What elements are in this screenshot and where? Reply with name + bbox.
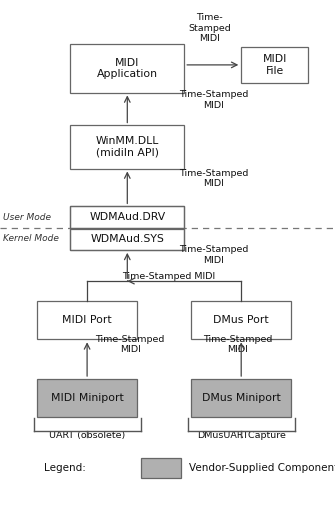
- Bar: [191, 379, 291, 417]
- Text: MIDI
Application: MIDI Application: [97, 58, 158, 79]
- Text: Kernel Mode: Kernel Mode: [3, 234, 59, 243]
- Text: DMus Miniport: DMus Miniport: [202, 393, 281, 403]
- Text: DMusUARTCapture: DMusUARTCapture: [197, 431, 286, 440]
- Text: User Mode: User Mode: [3, 213, 51, 222]
- Text: Time-Stamped
MIDI: Time-Stamped MIDI: [95, 335, 165, 354]
- Bar: [241, 47, 308, 83]
- Text: Time-Stamped
MIDI: Time-Stamped MIDI: [203, 335, 272, 354]
- Bar: [70, 125, 184, 168]
- Text: MIDI Port: MIDI Port: [62, 315, 112, 325]
- Bar: [37, 301, 137, 340]
- Bar: [70, 45, 184, 92]
- Text: Time-Stamped
MIDI: Time-Stamped MIDI: [179, 169, 249, 188]
- Text: Time-
Stamped
MIDI: Time- Stamped MIDI: [188, 13, 231, 43]
- Bar: [70, 206, 184, 250]
- Bar: [191, 301, 291, 340]
- Text: WDMAud.DRV: WDMAud.DRV: [89, 212, 165, 222]
- Text: DMus Port: DMus Port: [213, 315, 269, 325]
- Text: Vendor-Supplied Component: Vendor-Supplied Component: [189, 463, 335, 473]
- Bar: [37, 379, 137, 417]
- Text: Time-Stamped MIDI: Time-Stamped MIDI: [122, 272, 215, 281]
- Text: MIDI
File: MIDI File: [263, 54, 287, 76]
- Text: Time-Stamped
MIDI: Time-Stamped MIDI: [179, 90, 249, 110]
- Bar: [70, 229, 184, 250]
- Text: MIDI Miniport: MIDI Miniport: [51, 393, 124, 403]
- Text: Legend:: Legend:: [44, 463, 85, 473]
- Text: WinMM.DLL
(midiIn API): WinMM.DLL (midiIn API): [95, 136, 159, 158]
- Text: Time-Stamped
MIDI: Time-Stamped MIDI: [179, 245, 249, 265]
- Text: UART (obsolete): UART (obsolete): [49, 431, 125, 440]
- Text: WDMAud.SYS: WDMAud.SYS: [90, 234, 164, 244]
- Bar: [141, 458, 181, 478]
- Bar: [70, 206, 184, 228]
